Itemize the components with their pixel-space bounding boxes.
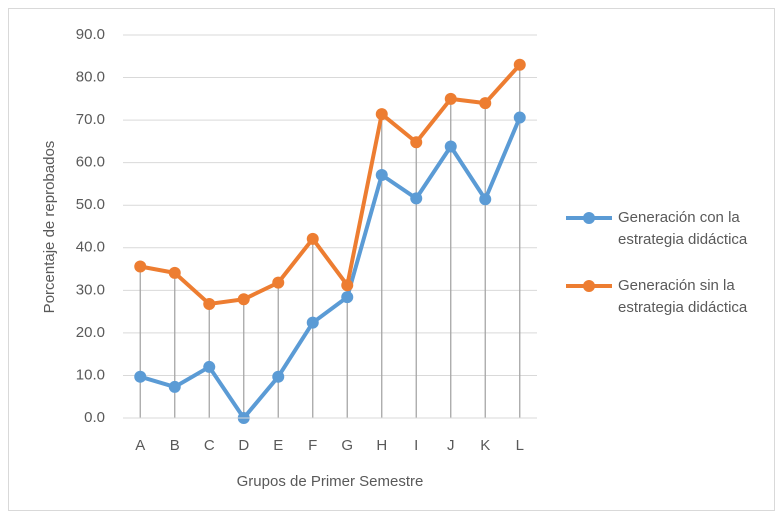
point bbox=[375, 169, 388, 182]
x-tick-label: B bbox=[170, 437, 180, 454]
y-axis-label: Porcentaje de reprobados bbox=[41, 141, 58, 314]
point bbox=[237, 293, 250, 306]
point bbox=[479, 97, 492, 110]
point bbox=[203, 360, 216, 373]
legend-label: Generación con la estrategia didáctica bbox=[618, 209, 748, 248]
x-tick-label: D bbox=[238, 437, 249, 454]
point bbox=[513, 111, 526, 124]
point bbox=[272, 370, 285, 383]
x-tick-label: K bbox=[480, 437, 490, 454]
point bbox=[479, 193, 492, 206]
x-tick-label: A bbox=[135, 437, 145, 454]
point bbox=[375, 108, 388, 121]
point bbox=[168, 380, 181, 393]
point bbox=[513, 58, 526, 71]
point bbox=[203, 297, 216, 310]
y-tick-label: 0.0 bbox=[84, 409, 105, 426]
x-tick-label: L bbox=[516, 437, 524, 454]
point bbox=[306, 316, 319, 329]
x-tick-label: F bbox=[308, 437, 317, 454]
point bbox=[410, 192, 423, 205]
y-tick-label: 50.0 bbox=[76, 196, 105, 213]
x-tick-label: G bbox=[341, 437, 353, 454]
point bbox=[410, 136, 423, 149]
y-tick-label: 80.0 bbox=[76, 69, 105, 86]
point bbox=[341, 279, 354, 292]
x-tick-label: E bbox=[273, 437, 283, 454]
legend-label: Generación sin la estrategia didáctica bbox=[618, 277, 748, 316]
y-tick-label: 30.0 bbox=[76, 281, 105, 298]
y-tick-label: 60.0 bbox=[76, 154, 105, 171]
x-tick-label: H bbox=[376, 437, 387, 454]
point bbox=[134, 260, 147, 273]
chart-border bbox=[8, 8, 775, 511]
point bbox=[306, 232, 319, 245]
y-tick-label: 90.0 bbox=[76, 26, 105, 43]
x-tick-label: I bbox=[414, 437, 418, 454]
point bbox=[341, 291, 354, 304]
point bbox=[272, 276, 285, 289]
point bbox=[168, 266, 181, 279]
y-tick-label: 20.0 bbox=[76, 324, 105, 341]
x-tick-label: C bbox=[204, 437, 215, 454]
x-tick-label: J bbox=[447, 437, 455, 454]
y-tick-label: 70.0 bbox=[76, 111, 105, 128]
point bbox=[444, 92, 457, 105]
y-tick-label: 10.0 bbox=[76, 366, 105, 383]
point bbox=[444, 140, 457, 153]
legend-marker bbox=[583, 212, 595, 224]
y-tick-label: 40.0 bbox=[76, 239, 105, 256]
legend-marker bbox=[583, 280, 595, 292]
point bbox=[134, 370, 147, 383]
x-axis-label: Grupos de Primer Semestre bbox=[237, 473, 424, 490]
series-line bbox=[139, 116, 522, 420]
